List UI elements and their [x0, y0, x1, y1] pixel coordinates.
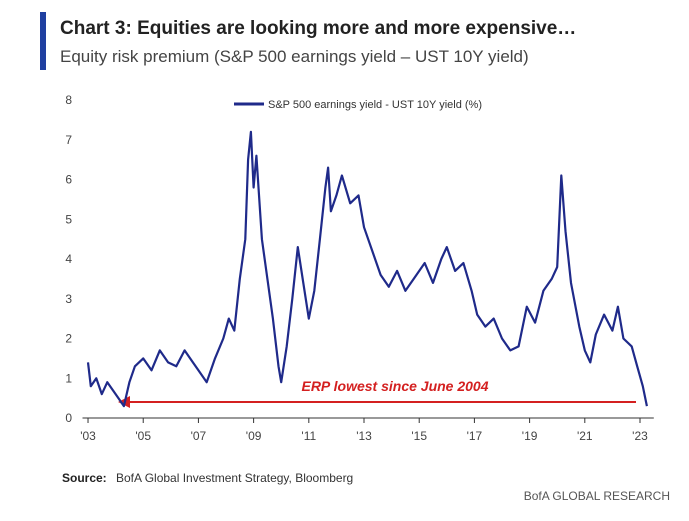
- x-tick-label: '15: [411, 429, 427, 443]
- source-label: Source:: [62, 471, 107, 485]
- x-tick-label: '21: [577, 429, 593, 443]
- legend-label: S&P 500 earnings yield - UST 10Y yield (…: [268, 99, 482, 111]
- series-line: [86, 130, 648, 408]
- y-tick-label: 1: [65, 371, 72, 385]
- x-tick-label: '11: [301, 429, 316, 443]
- x-tick-label: '03: [80, 429, 96, 443]
- x-tick-label: '05: [135, 429, 151, 443]
- y-tick-label: 5: [65, 212, 72, 226]
- x-tick-label: '23: [632, 429, 648, 443]
- x-tick-label: '07: [191, 429, 207, 443]
- x-tick-label: '19: [522, 429, 538, 443]
- y-tick-label: 3: [65, 292, 72, 306]
- x-tick-label: '09: [246, 429, 262, 443]
- footer: BofA GLOBAL RESEARCH: [524, 489, 670, 503]
- annotation: ERP lowest since June 2004: [301, 378, 488, 394]
- y-tick-label: 2: [65, 332, 72, 346]
- source: BofA Global Investment Strategy, Bloombe…: [116, 471, 353, 485]
- y-tick-label: 0: [65, 411, 72, 425]
- chart-title: Chart 3: Equities are looking more and m…: [60, 18, 576, 39]
- chart-subtitle: Equity risk premium (S&P 500 earnings yi…: [60, 47, 529, 66]
- y-tick-label: 6: [65, 173, 72, 187]
- x-tick-label: '13: [356, 429, 372, 443]
- y-tick-label: 7: [65, 133, 72, 147]
- y-tick-label: 8: [65, 93, 72, 107]
- y-tick-label: 4: [65, 252, 72, 266]
- x-tick-label: '17: [467, 429, 483, 443]
- title-accent: [40, 12, 46, 70]
